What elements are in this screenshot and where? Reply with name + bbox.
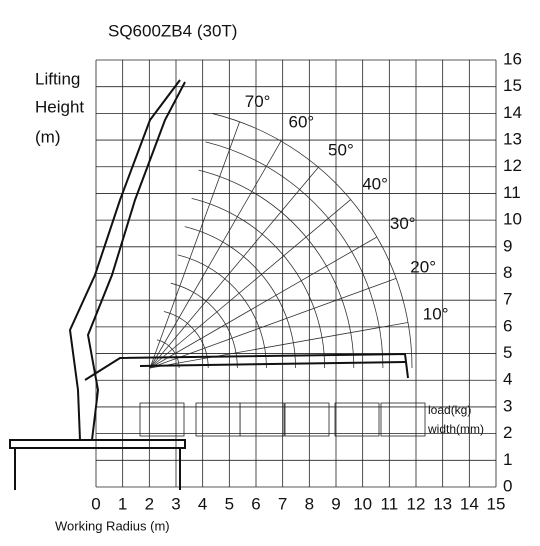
load-cell: [195, 402, 241, 437]
x-tick-label: 6: [251, 494, 260, 513]
y-tick-label: 16: [503, 49, 522, 68]
angle-line: [149, 236, 378, 369]
radius-arc: [170, 282, 238, 369]
radius-arc: [205, 141, 384, 369]
angle-label: 20°: [410, 258, 436, 277]
angle-label: 30°: [390, 214, 416, 233]
angle-line: [149, 199, 351, 369]
radius-arc: [184, 226, 296, 369]
x-tick-label: 14: [460, 494, 479, 513]
y-axis-label: Height: [35, 97, 84, 116]
x-tick-label: 1: [118, 494, 127, 513]
y-tick-label: 7: [503, 290, 512, 309]
y-tick-label: 13: [503, 130, 522, 149]
y-tick-label: 10: [503, 210, 522, 229]
crane-boom-stowed: [84, 352, 409, 381]
title: SQ600ZB4 (30T): [108, 21, 237, 40]
angle-line: [149, 140, 282, 369]
y-tick-label: 11: [503, 183, 521, 202]
y-tick-label: 5: [503, 343, 512, 362]
y-tick-label: 2: [503, 423, 512, 442]
radius-arc: [191, 197, 326, 369]
load-cell: [239, 402, 285, 437]
x-tick-label: 2: [145, 494, 154, 513]
radius-arc: [177, 254, 267, 369]
y-tick-label: 4: [503, 370, 512, 389]
x-tick-label: 11: [381, 494, 399, 513]
crane-boom-raised: [86, 81, 186, 441]
x-tick-label: 15: [487, 494, 506, 513]
angle-label: 60°: [289, 113, 315, 132]
load-cell: [284, 402, 330, 437]
crane-base: [9, 439, 186, 449]
y-tick-label: 1: [503, 450, 512, 469]
angle-label: 70°: [245, 92, 271, 111]
load-cell: [380, 402, 426, 437]
radius-arc: [198, 169, 355, 369]
y-tick-label: 15: [503, 76, 522, 95]
load-cell: [334, 402, 380, 437]
y-tick-label: 3: [503, 396, 512, 415]
radius-arc: [212, 113, 413, 369]
x-tick-label: 9: [331, 494, 340, 513]
width-label: width(mm): [427, 422, 484, 436]
angle-line: [149, 322, 409, 369]
load-cell: [139, 402, 185, 437]
x-tick-label: 4: [198, 494, 207, 513]
x-tick-label: 5: [225, 494, 234, 513]
x-tick-label: 7: [278, 494, 287, 513]
y-tick-label: 9: [503, 236, 512, 255]
load-label: load(kg): [428, 403, 471, 417]
crane: [9, 79, 409, 490]
angle-line: [149, 278, 397, 369]
y-tick-label: 0: [503, 476, 512, 495]
angle-label: 50°: [328, 140, 354, 159]
y-tick-label: 12: [503, 156, 522, 175]
x-tick-label: 3: [171, 494, 180, 513]
x-tick-label: 10: [353, 494, 372, 513]
y-tick-label: 14: [503, 103, 522, 122]
x-axis-label: Working Radius (m): [55, 518, 170, 533]
angle-label: 40°: [362, 174, 388, 193]
x-tick-label: 8: [305, 494, 314, 513]
y-axis-label: Lifting: [35, 69, 80, 88]
x-tick-label: 13: [433, 494, 452, 513]
angle-label: 10°: [423, 304, 449, 323]
crane-boom-stowed: [139, 361, 406, 367]
y-axis-label: (m): [35, 127, 60, 146]
y-tick-label: 6: [503, 316, 512, 335]
crane-boom-raised: [68, 79, 181, 441]
radius-arc: [163, 311, 209, 369]
y-tick-label: 8: [503, 263, 512, 282]
x-tick-label: 0: [91, 494, 100, 513]
angle-line: [149, 167, 319, 369]
x-tick-label: 12: [407, 494, 426, 513]
